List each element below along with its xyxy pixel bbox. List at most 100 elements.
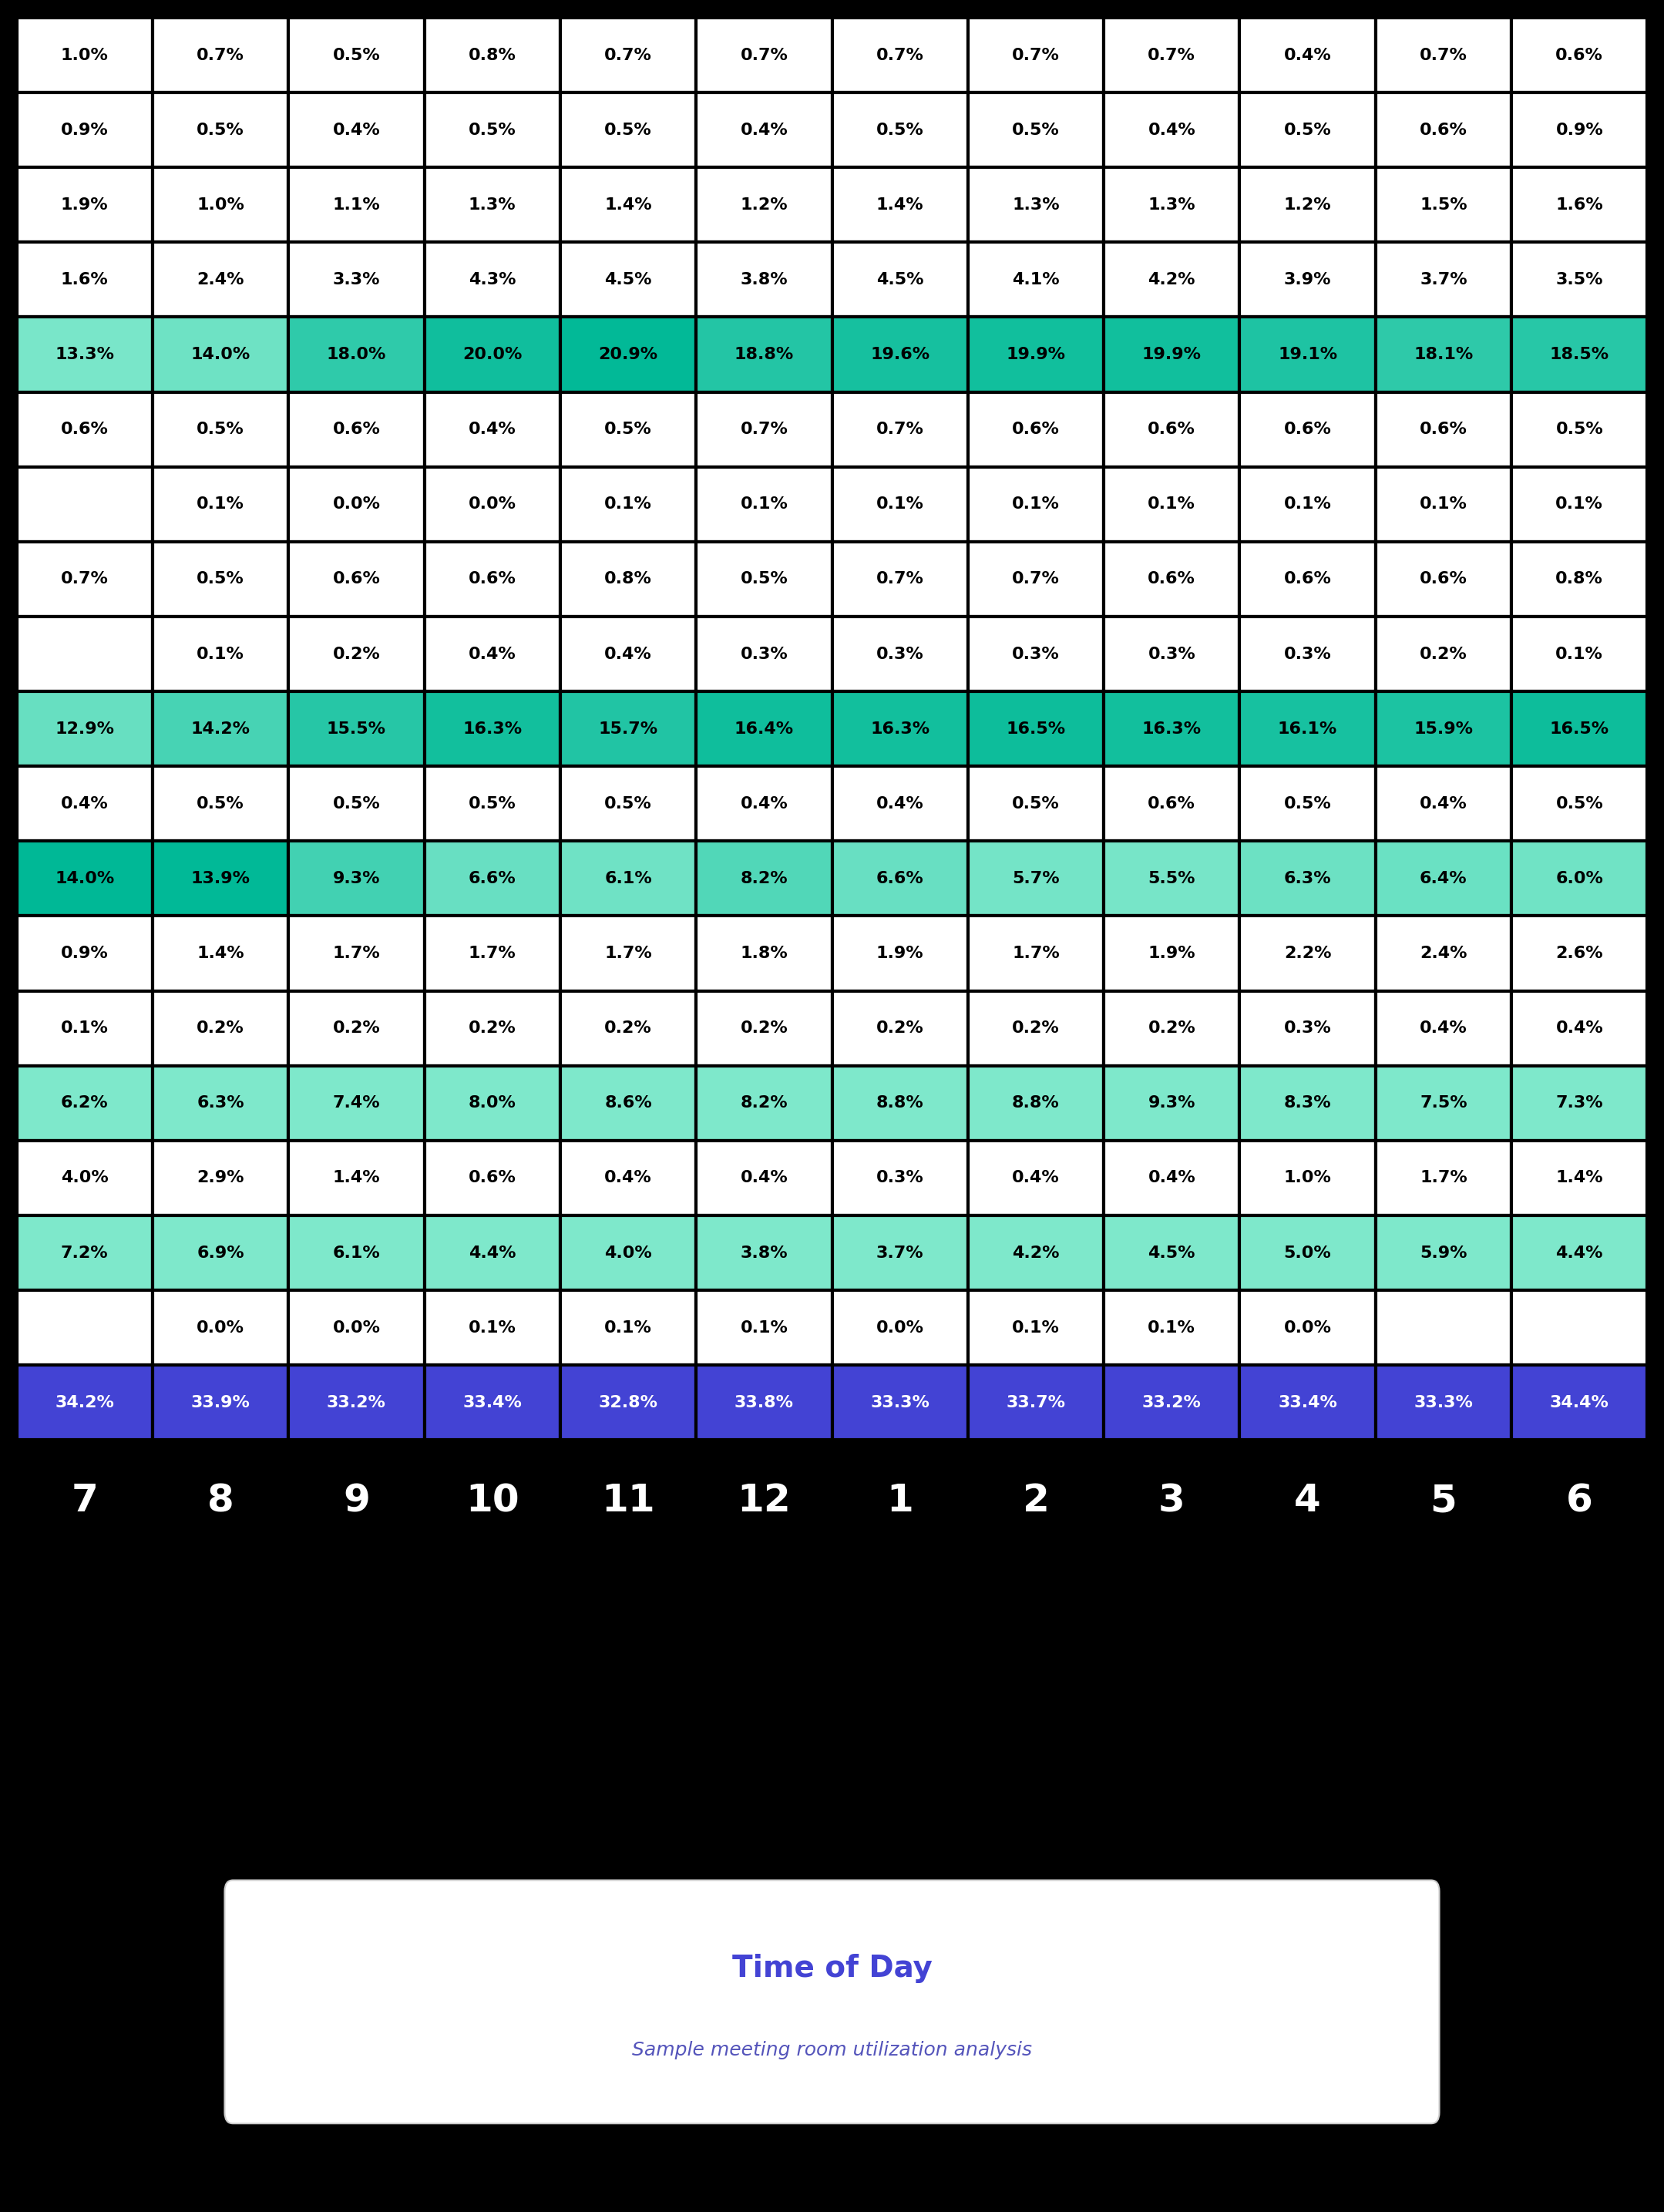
Bar [561, 1214, 696, 1290]
Bar [288, 316, 424, 392]
Bar [17, 841, 153, 916]
Text: 3.7%: 3.7% [877, 1245, 924, 1261]
Bar [17, 916, 153, 991]
Text: 0.7%: 0.7% [196, 46, 245, 62]
Text: 15.5%: 15.5% [326, 721, 386, 737]
Text: 0.4%: 0.4% [1419, 796, 1468, 812]
Text: 4.2%: 4.2% [1148, 272, 1195, 288]
Text: 0.3%: 0.3% [877, 646, 924, 661]
Text: 0.7%: 0.7% [604, 46, 652, 62]
Bar [288, 1290, 424, 1365]
Bar [1240, 1214, 1376, 1290]
Text: 16.4%: 16.4% [734, 721, 794, 737]
Text: 0.5%: 0.5% [604, 422, 652, 438]
Text: 8: 8 [206, 1482, 235, 1520]
Text: 3: 3 [1158, 1482, 1185, 1520]
Text: 3.7%: 3.7% [1419, 272, 1468, 288]
Text: 33.4%: 33.4% [463, 1396, 522, 1411]
Bar [288, 1066, 424, 1141]
Text: 0.6%: 0.6% [333, 571, 379, 586]
Text: 1.9%: 1.9% [877, 947, 924, 962]
Text: 0.1%: 0.1% [1148, 495, 1195, 511]
Text: 0.6%: 0.6% [1148, 571, 1195, 586]
Text: 33.4%: 33.4% [1278, 1396, 1338, 1411]
Bar [696, 316, 832, 392]
Bar [1240, 316, 1376, 392]
Bar [1511, 692, 1647, 765]
Bar [17, 692, 153, 765]
Text: 0.7%: 0.7% [1012, 46, 1060, 62]
Bar [153, 765, 288, 841]
Text: 2.6%: 2.6% [1556, 947, 1602, 962]
Text: 0.4%: 0.4% [1148, 122, 1195, 137]
Text: 0.7%: 0.7% [740, 422, 787, 438]
Text: 20.9%: 20.9% [599, 347, 657, 363]
Text: 9.3%: 9.3% [333, 872, 379, 887]
Bar [288, 841, 424, 916]
FancyBboxPatch shape [225, 1880, 1439, 2124]
Bar [1376, 1141, 1511, 1214]
Text: 0.1%: 0.1% [740, 1321, 787, 1336]
Bar [17, 1365, 153, 1440]
Bar [968, 243, 1103, 316]
Bar [1376, 168, 1511, 243]
Bar [1103, 1365, 1240, 1440]
Text: 0.6%: 0.6% [469, 1170, 516, 1186]
Bar [424, 316, 561, 392]
Text: 3.9%: 3.9% [1285, 272, 1331, 288]
Bar [968, 991, 1103, 1066]
Bar [1240, 1290, 1376, 1365]
Text: 4: 4 [1295, 1482, 1321, 1520]
Bar [17, 467, 153, 542]
Text: 4.3%: 4.3% [469, 272, 516, 288]
Bar [153, 18, 288, 93]
Text: 0.8%: 0.8% [1556, 571, 1602, 586]
Bar [153, 542, 288, 617]
Text: 4.5%: 4.5% [877, 272, 924, 288]
Text: 0.3%: 0.3% [740, 646, 787, 661]
Text: 7.4%: 7.4% [333, 1095, 379, 1110]
Text: 0.6%: 0.6% [1012, 422, 1060, 438]
Bar [696, 1214, 832, 1290]
Text: 12.9%: 12.9% [55, 721, 115, 737]
Text: 6.1%: 6.1% [604, 872, 652, 887]
Text: 7: 7 [72, 1482, 98, 1520]
Bar [1240, 841, 1376, 916]
Bar [1240, 1141, 1376, 1214]
Text: 0.1%: 0.1% [604, 1321, 652, 1336]
Text: 1.1%: 1.1% [333, 197, 379, 212]
Text: 8.2%: 8.2% [740, 1095, 787, 1110]
Bar [17, 542, 153, 617]
Text: 7.3%: 7.3% [1556, 1095, 1602, 1110]
Bar [832, 467, 968, 542]
Bar [1376, 765, 1511, 841]
Bar [1511, 243, 1647, 316]
Text: 0.3%: 0.3% [1012, 646, 1060, 661]
Text: 0.7%: 0.7% [877, 422, 924, 438]
Bar [968, 617, 1103, 692]
Bar [424, 392, 561, 467]
Text: 6.0%: 6.0% [1556, 872, 1602, 887]
Text: 3.8%: 3.8% [740, 1245, 787, 1261]
Text: 0.5%: 0.5% [1556, 422, 1602, 438]
Text: 16.3%: 16.3% [870, 721, 930, 737]
Bar [561, 692, 696, 765]
Bar [1103, 18, 1240, 93]
Text: 33.8%: 33.8% [734, 1396, 794, 1411]
Text: 0.6%: 0.6% [469, 571, 516, 586]
Text: 4.4%: 4.4% [1556, 1245, 1602, 1261]
Bar [1240, 243, 1376, 316]
Text: 18.0%: 18.0% [326, 347, 386, 363]
Bar [424, 991, 561, 1066]
Bar [968, 1141, 1103, 1214]
Text: 11: 11 [601, 1482, 656, 1520]
Bar [288, 18, 424, 93]
Text: 0.1%: 0.1% [196, 646, 245, 661]
Text: 1.7%: 1.7% [469, 947, 516, 962]
Bar [561, 467, 696, 542]
Bar [17, 168, 153, 243]
Bar [1103, 1290, 1240, 1365]
Bar [1376, 991, 1511, 1066]
Bar [17, 991, 153, 1066]
Text: 6.6%: 6.6% [877, 872, 924, 887]
